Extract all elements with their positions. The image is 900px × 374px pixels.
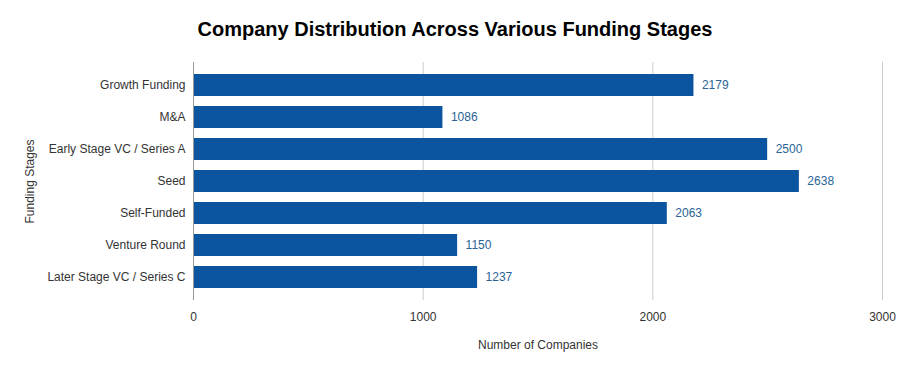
svg-text:1086: 1086 bbox=[451, 110, 478, 124]
svg-text:2638: 2638 bbox=[807, 174, 834, 188]
svg-text:2000: 2000 bbox=[639, 310, 666, 324]
svg-text:0: 0 bbox=[190, 310, 197, 324]
html-text:Company Distribution Across Va: Company Distribution Across Various Fund… bbox=[197, 18, 713, 40]
svg-text:2500: 2500 bbox=[776, 142, 803, 156]
svg-text:Growth Funding: Growth Funding bbox=[100, 78, 185, 92]
svg-text:Later Stage VC / Series C: Later Stage VC / Series C bbox=[47, 270, 185, 284]
svg-text:Funding Stages: Funding Stages bbox=[23, 139, 37, 223]
svg-text:2179: 2179 bbox=[702, 78, 729, 92]
svg-text:Early Stage VC / Series A: Early Stage VC / Series A bbox=[49, 142, 186, 156]
svg-text:2063: 2063 bbox=[675, 206, 702, 220]
svg-text:1237: 1237 bbox=[486, 270, 513, 284]
svg-text:Venture Round: Venture Round bbox=[105, 238, 185, 252]
svg-text:Seed: Seed bbox=[157, 174, 185, 188]
svg-text:M&A: M&A bbox=[159, 110, 185, 124]
svg-text:1150: 1150 bbox=[466, 238, 492, 252]
svg-text:Self-Funded: Self-Funded bbox=[120, 206, 185, 220]
svg-text:3000: 3000 bbox=[869, 310, 896, 324]
svg-text:1000: 1000 bbox=[410, 310, 437, 324]
svg-text:Number of Companies: Number of Companies bbox=[478, 338, 598, 352]
